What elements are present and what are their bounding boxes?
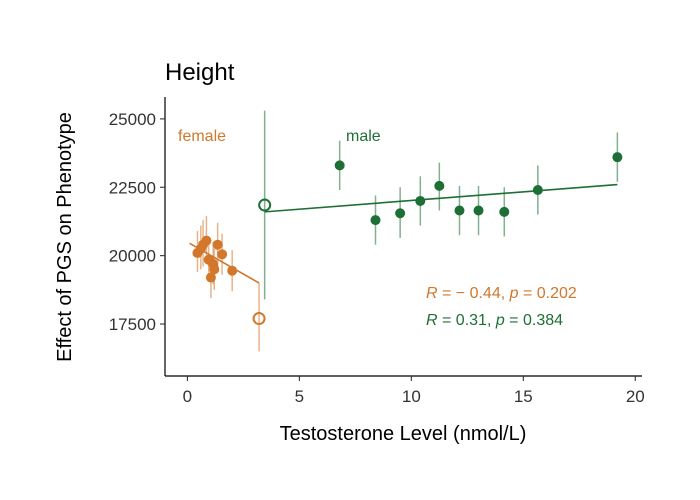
female-stat-r-value: = − 0.44, [438, 285, 510, 302]
x-axis-title: Testosterone Level (nmol/L) [280, 423, 527, 445]
female-stat: R = − 0.44, p = 0.202 [426, 285, 577, 302]
y-tick-label: 17500 [109, 315, 156, 334]
y-tick-label: 22500 [109, 178, 156, 197]
male-fit-line [264, 183, 618, 213]
female-data-point [201, 235, 212, 246]
x-tick-label: 0 [183, 387, 192, 406]
female-data-point [205, 272, 216, 283]
female-label: female [178, 128, 226, 145]
chart-title: Height [165, 59, 235, 86]
x-tick-label: 20 [626, 387, 645, 406]
male-data-point [499, 206, 510, 217]
x-tick-label: 5 [295, 387, 304, 406]
data-marks [189, 110, 623, 352]
male-data-point [370, 215, 381, 226]
male-stat-p: p [495, 312, 505, 329]
female-stat-r: R [426, 285, 438, 302]
female-data-point [209, 264, 220, 275]
y-tick-label: 20000 [109, 247, 156, 266]
y-tick-label: 25000 [109, 110, 156, 129]
female-outlier-point [252, 312, 266, 326]
male-stat-p-value: = 0.384 [505, 312, 563, 329]
female-data-point [227, 265, 238, 276]
male-label: male [346, 128, 381, 145]
x-tick-label: 10 [402, 387, 421, 406]
y-axis-title: Effect of PGS on Phenotype [54, 112, 76, 362]
x-tick-label: 15 [514, 387, 533, 406]
male-stat-r: R [426, 312, 438, 329]
male-data-point [395, 208, 406, 219]
male-outlier-point [258, 198, 272, 212]
male-data-point [454, 205, 465, 216]
female-stat-p-value: = 0.202 [519, 285, 577, 302]
male-stat-r-value: = 0.31, [438, 312, 496, 329]
male-data-point [473, 205, 484, 216]
axis-ticks: 0 5 10 15 20 17500 20000 22500 25000 [109, 110, 645, 406]
female-stat-p: p [509, 285, 519, 302]
female-data-point [212, 239, 223, 250]
male-data-point [415, 195, 426, 206]
male-data-point [334, 160, 345, 171]
male-stat: R = 0.31, p = 0.384 [426, 312, 563, 329]
male-data-point [532, 185, 543, 195]
female-data-point [217, 249, 228, 260]
male-data-point [612, 152, 623, 163]
male-data-point [434, 180, 445, 191]
